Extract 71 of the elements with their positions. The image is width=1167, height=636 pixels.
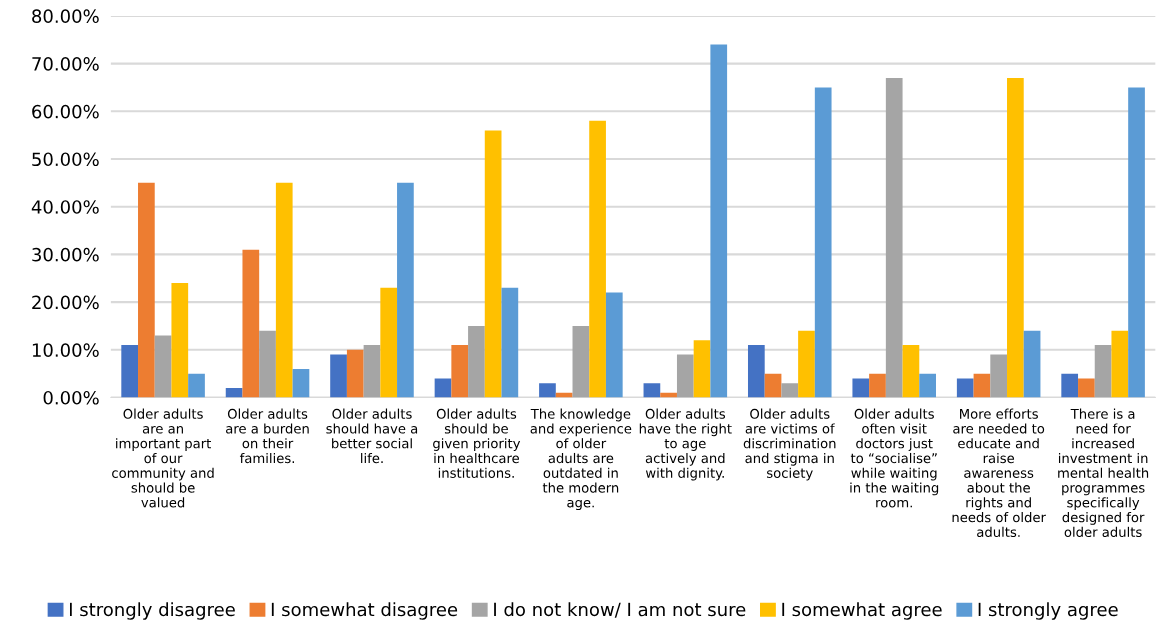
bar — [242, 249, 260, 398]
bar — [1078, 378, 1095, 398]
bar — [138, 182, 155, 398]
bar — [1007, 77, 1024, 398]
bar — [676, 354, 694, 398]
bar — [902, 345, 920, 398]
x-tick-label: Older adults should be given priority in healthcare institutions. — [433, 408, 521, 478]
x-tick-label: The knowledge and experience of older adults are outdated in the modern age. — [530, 408, 632, 511]
bar — [973, 373, 991, 398]
bar — [259, 330, 276, 398]
legend-label: I somewhat agree — [782, 602, 942, 620]
category-label: More efforts are needed to educate and raise awareness about the rights and needs of older adults. — [952, 408, 1046, 538]
bar — [397, 182, 414, 398]
category-label: There is a need for increased investment in mental health programmes specifically designed for older adults — [1058, 408, 1149, 538]
bar — [710, 44, 728, 398]
bar — [154, 335, 172, 398]
legend-label: I somewhat disagree — [271, 602, 458, 620]
bar — [451, 345, 469, 398]
legend-label: I strongly disagree — [69, 602, 235, 620]
y-tick-label: 60.00% — [32, 104, 99, 119]
bar — [330, 354, 347, 398]
y-tick-label: 80.00% — [32, 9, 99, 24]
y-tick-label: 70.00% — [32, 57, 99, 71]
bar — [693, 340, 711, 398]
x-tick-label: Older adults are a burden on their families. — [226, 408, 309, 464]
bar — [869, 373, 886, 398]
bar — [121, 345, 139, 398]
bar — [225, 387, 243, 398]
bar — [292, 368, 310, 398]
bar — [956, 378, 974, 398]
bar — [1023, 330, 1041, 398]
bar — [572, 325, 590, 398]
legend-label: I strongly agree — [978, 602, 1118, 620]
y-tick-label: 0.00% — [43, 390, 99, 405]
bar — [1128, 87, 1145, 398]
y-tick-label: 20.00% — [32, 295, 99, 310]
bar — [747, 345, 765, 398]
bar — [1094, 345, 1112, 398]
bar — [539, 383, 556, 398]
bar — [990, 354, 1008, 398]
y-tick-label: 10.00% — [32, 343, 99, 357]
bar — [919, 373, 936, 398]
y-tick-label: 30.00% — [32, 247, 99, 262]
y-tick-label: 40.00% — [31, 200, 99, 214]
bar — [781, 383, 799, 398]
x-tick-label: Older adults are victims of discrimination and stigma in society — [743, 408, 836, 481]
bar — [885, 77, 903, 398]
bar — [814, 87, 832, 398]
bar — [605, 292, 623, 398]
x-tick-label: Older adults often visit doctors just to “socialise” while waiting in the waiting room. — [850, 408, 939, 508]
x-tick-label: Older adults have the right to age actively and with dignity. — [639, 408, 732, 481]
bar — [434, 378, 452, 398]
bar — [484, 130, 502, 398]
legend-label: I do not know/ I am not sure — [494, 602, 746, 618]
bar — [468, 325, 485, 398]
bar — [380, 287, 398, 398]
x-tick-label: Older adults should have a better social life. — [326, 408, 418, 464]
bar — [643, 383, 661, 398]
y-tick-label: 50.00% — [32, 152, 99, 167]
x-tick-label: Older adults are an important part of our community and should be valued — [112, 408, 214, 508]
bar — [798, 330, 815, 398]
bar — [1111, 330, 1129, 398]
bar — [363, 345, 381, 398]
bar — [275, 182, 293, 398]
bar — [346, 349, 364, 398]
bar — [171, 283, 189, 398]
bar — [589, 120, 606, 398]
bar — [501, 287, 519, 398]
bar — [852, 378, 870, 398]
bar — [764, 373, 782, 398]
bar — [188, 373, 205, 398]
